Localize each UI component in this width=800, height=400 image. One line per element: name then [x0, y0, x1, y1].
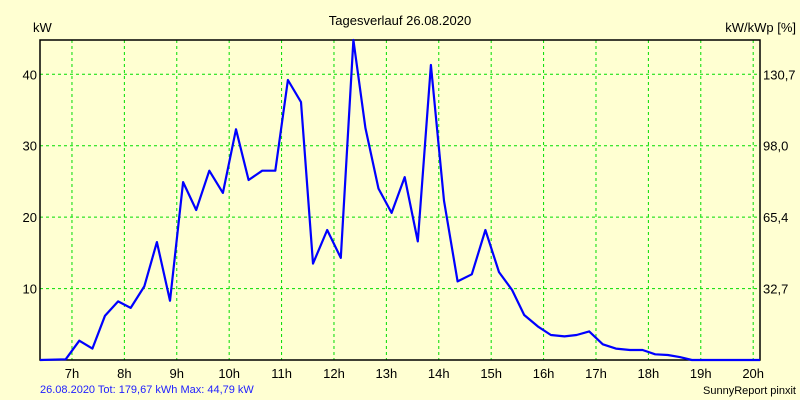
footer-summary: 26.08.2020 Tot: 179,67 kWh Max: 44,79 kW: [40, 384, 254, 396]
y-tick-label-left: 40: [23, 67, 37, 82]
y-axis-label-left: kW: [33, 20, 53, 35]
x-tick-label: 10h: [218, 366, 240, 381]
y-tick-label-left: 10: [23, 282, 37, 297]
x-tick-label: 19h: [690, 366, 712, 381]
x-tick-label: 18h: [638, 366, 660, 381]
y-tick-label-right: 98,0: [763, 139, 788, 154]
x-tick-label: 8h: [117, 366, 131, 381]
x-tick-label: 9h: [170, 366, 184, 381]
x-tick-label: 7h: [65, 366, 79, 381]
x-tick-label: 11h: [271, 366, 292, 381]
grid: [40, 40, 760, 360]
y-tick-label-right: 65,4: [763, 210, 788, 225]
chart-title: Tagesverlauf 26.08.2020: [329, 13, 471, 28]
x-tick-label: 20h: [742, 366, 764, 381]
y-tick-label-left: 30: [23, 139, 37, 154]
x-tick-label: 16h: [533, 366, 555, 381]
x-tick-label: 14h: [428, 366, 450, 381]
y-tick-label-right: 130,7: [763, 67, 796, 82]
tick-labels: 7h 8h 9h 10h 11h 12h 13h 14h 15h 16h 17h 18h 19h 20h 1…: [23, 67, 796, 381]
x-tick-label: 17h: [585, 366, 607, 381]
x-tick-label: 12h: [323, 366, 345, 381]
footer-credit: SunnyReport pinxit: [703, 385, 796, 397]
x-tick-label: 13h: [376, 366, 398, 381]
power-series-line: [39, 38, 760, 362]
y-tick-label-right: 32,7: [763, 282, 788, 297]
x-tick-label: 15h: [480, 366, 502, 381]
y-axis-label-right: kW/kWp [%]: [725, 20, 796, 35]
plot-frame: [39, 39, 761, 361]
y-tick-label-left: 20: [23, 210, 37, 225]
